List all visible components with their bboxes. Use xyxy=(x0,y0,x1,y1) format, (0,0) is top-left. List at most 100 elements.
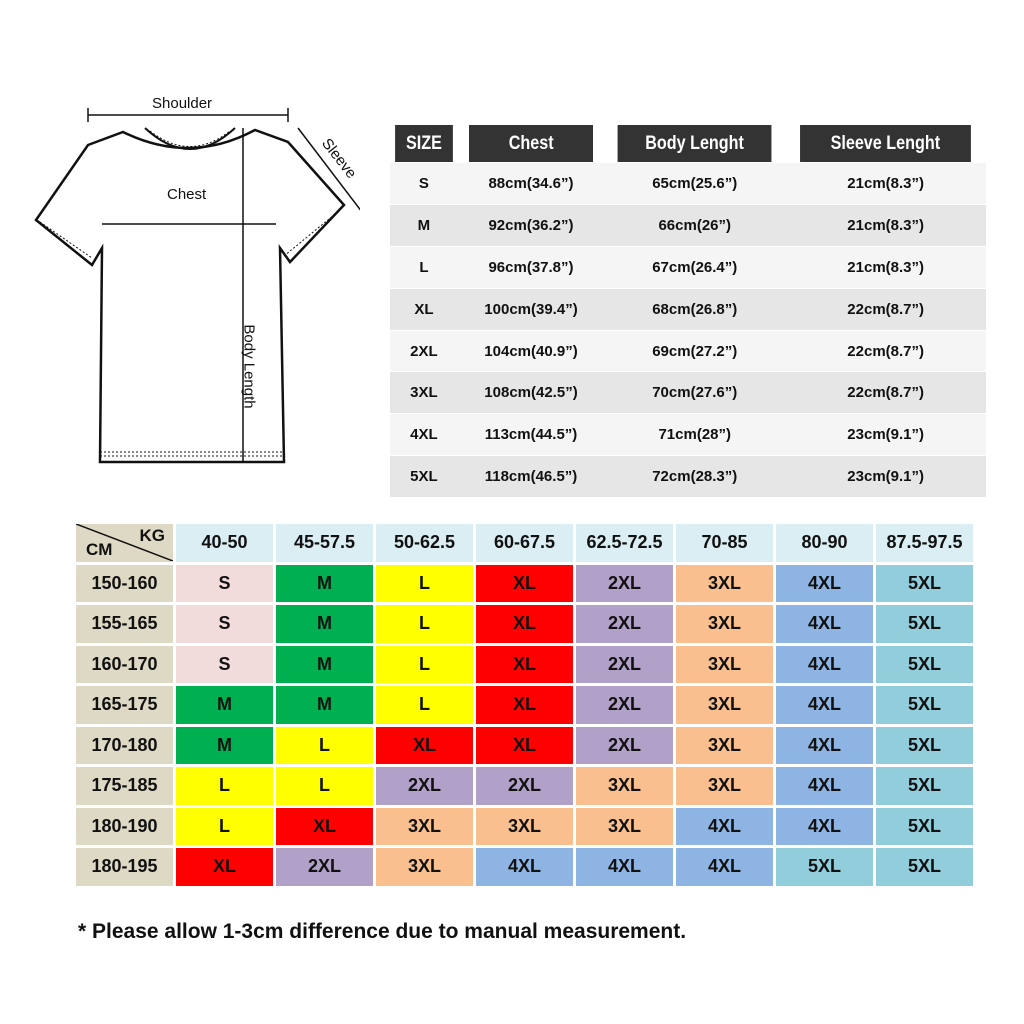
size-cell: 2XL xyxy=(576,726,673,764)
height-header: 150-160 xyxy=(76,564,173,602)
height-header: 180-190 xyxy=(76,807,173,845)
sleeve-arrow xyxy=(297,127,360,211)
size-cell: 5XL xyxy=(876,767,973,805)
table-row: S 88cm(34.6”) 65cm(25.6”) 21cm(8.3”) xyxy=(390,162,986,205)
size-cell: 4XL xyxy=(476,848,573,886)
size-cell: 4XL xyxy=(676,807,773,845)
table-row: 5XL 118cm(46.5”) 72cm(28.3”) 23cm(9.1”) xyxy=(390,455,986,498)
size-cell: 4XL xyxy=(776,564,873,602)
size-cell: XL xyxy=(276,807,373,845)
table-cell: 65cm(25.6”) xyxy=(604,162,786,205)
table-cell: 21cm(8.3”) xyxy=(785,162,986,205)
table-cell: 22cm(8.7”) xyxy=(785,287,986,331)
size-cell: 3XL xyxy=(376,848,473,886)
size-cell: 2XL xyxy=(576,645,673,683)
table-cell: 66cm(26”) xyxy=(604,203,786,247)
height-header: 180-195 xyxy=(76,848,173,886)
measurement-table: SIZE Chest Body Lenght Sleeve Lenght S 88cm(… xyxy=(390,125,986,498)
size-cell: 3XL xyxy=(576,807,673,845)
weight-header: 45-57.5 xyxy=(276,524,373,562)
table-cell: 69cm(27.2”) xyxy=(604,329,786,372)
size-cell: L xyxy=(376,564,473,602)
table-cell: 72cm(28.3”) xyxy=(604,455,786,498)
height-header: 160-170 xyxy=(76,645,173,683)
size-cell: 3XL xyxy=(676,564,773,602)
size-cell: 3XL xyxy=(676,645,773,683)
size-cell: L xyxy=(376,686,473,724)
table-cell: 22cm(8.7”) xyxy=(785,329,986,372)
size-cell: 3XL xyxy=(676,605,773,643)
size-cell: 5XL xyxy=(776,848,873,886)
table-cell: 100cm(39.4”) xyxy=(457,287,605,331)
weight-header: 60-67.5 xyxy=(476,524,573,562)
size-cell: S xyxy=(176,564,273,602)
table-row: L 96cm(37.8”) 67cm(26.4”) 21cm(8.3”) xyxy=(390,245,986,289)
table-cell: 92cm(36.2”) xyxy=(457,203,605,247)
table-row: 2XL 104cm(40.9”) 69cm(27.2”) 22cm(8.7”) xyxy=(390,329,986,372)
header-cell: Sleeve Lenght xyxy=(800,125,971,163)
size-cell: M xyxy=(176,726,273,764)
size-cell: XL xyxy=(476,686,573,724)
table-row: 4XL 113cm(44.5”) 71cm(28”) 23cm(9.1”) xyxy=(390,413,986,456)
size-cell: S xyxy=(176,645,273,683)
size-cell: L xyxy=(176,807,273,845)
size-cell: M xyxy=(176,686,273,724)
diagonal-divider xyxy=(76,524,173,561)
table-cell: 5XL xyxy=(390,455,458,498)
size-cell: 2XL xyxy=(376,767,473,805)
size-cell: L xyxy=(376,645,473,683)
weight-header: 70-85 xyxy=(676,524,773,562)
table-cell: 2XL xyxy=(390,329,458,372)
grid-corner: CM KG xyxy=(76,524,173,562)
table-row: M 92cm(36.2”) 66cm(26”) 21cm(8.3”) xyxy=(390,203,986,247)
size-cell: 4XL xyxy=(576,848,673,886)
table-cell: 108cm(42.5”) xyxy=(457,371,605,414)
table-cell: 23cm(9.1”) xyxy=(785,455,986,498)
measurement-note: * Please allow 1-3cm difference due to m… xyxy=(78,920,687,943)
weight-header: 62.5-72.5 xyxy=(576,524,673,562)
size-cell: 4XL xyxy=(776,686,873,724)
table-cell: XL xyxy=(390,287,458,331)
weight-header: 40-50 xyxy=(176,524,273,562)
size-cell: XL xyxy=(476,645,573,683)
size-cell: 2XL xyxy=(576,564,673,602)
size-cell: 3XL xyxy=(476,807,573,845)
height-header: 155-165 xyxy=(76,605,173,643)
size-cell: 4XL xyxy=(776,726,873,764)
size-cell: 4XL xyxy=(776,645,873,683)
table-cell: 21cm(8.3”) xyxy=(785,203,986,247)
size-cell: L xyxy=(176,767,273,805)
kg-label: KG xyxy=(139,526,166,545)
table-cell: 70cm(27.6”) xyxy=(604,371,786,414)
size-grid: CM KG 40-50 45-57.5 50-62.5 60-67.5 62.5-72.… xyxy=(76,524,973,886)
size-cell: XL xyxy=(176,848,273,886)
height-header: 165-175 xyxy=(76,686,173,724)
tshirt-outline xyxy=(34,128,346,464)
size-cell: 3XL xyxy=(376,807,473,845)
size-cell: L xyxy=(376,605,473,643)
size-cell: 4XL xyxy=(776,807,873,845)
header-cell: SIZE xyxy=(395,125,453,163)
table-cell: 21cm(8.3”) xyxy=(785,245,986,289)
table-cell: S xyxy=(390,162,458,205)
table-cell: 113cm(44.5”) xyxy=(457,413,605,456)
size-cell: 2XL xyxy=(476,767,573,805)
size-cell: 3XL xyxy=(676,726,773,764)
size-cell: M xyxy=(276,686,373,724)
size-cell: 2XL xyxy=(576,686,673,724)
size-cell: L xyxy=(276,767,373,805)
height-header: 175-185 xyxy=(76,767,173,805)
size-cell: 5XL xyxy=(876,686,973,724)
weight-header: 50-62.5 xyxy=(376,524,473,562)
table-cell: 3XL xyxy=(390,371,458,414)
header-cell: Chest xyxy=(468,125,594,163)
shoulder-label: Shoulder xyxy=(152,95,213,112)
height-header: 170-180 xyxy=(76,726,173,764)
table-row: XL 100cm(39.4”) 68cm(26.8”) 22cm(8.7”) xyxy=(390,287,986,331)
size-cell: 5XL xyxy=(876,645,973,683)
size-cell: 3XL xyxy=(676,686,773,724)
size-cell: 4XL xyxy=(776,605,873,643)
size-cell: 2XL xyxy=(576,605,673,643)
size-cell: 3XL xyxy=(676,767,773,805)
weight-header: 87.5-97.5 xyxy=(876,524,973,562)
